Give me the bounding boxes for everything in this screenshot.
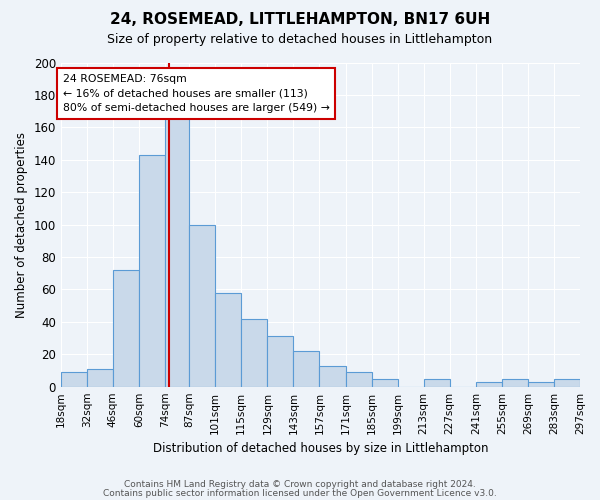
Bar	[165, 114, 189, 386]
Bar	[189, 224, 215, 386]
Bar	[502, 378, 528, 386]
Text: Contains public sector information licensed under the Open Government Licence v3: Contains public sector information licen…	[103, 489, 497, 498]
X-axis label: Distribution of detached houses by size in Littlehampton: Distribution of detached houses by size …	[152, 442, 488, 455]
Text: 24, ROSEMEAD, LITTLEHAMPTON, BN17 6UH: 24, ROSEMEAD, LITTLEHAMPTON, BN17 6UH	[110, 12, 490, 28]
Bar	[554, 378, 580, 386]
Bar	[476, 382, 502, 386]
Bar	[528, 382, 554, 386]
Bar	[268, 336, 293, 386]
Text: Size of property relative to detached houses in Littlehampton: Size of property relative to detached ho…	[107, 32, 493, 46]
Bar	[241, 318, 268, 386]
Bar	[424, 378, 450, 386]
Bar	[371, 378, 398, 386]
Bar	[346, 372, 371, 386]
Y-axis label: Number of detached properties: Number of detached properties	[15, 132, 28, 318]
Bar	[319, 366, 346, 386]
Bar	[215, 292, 241, 386]
Bar	[113, 270, 139, 386]
Bar	[139, 155, 165, 386]
Bar	[293, 351, 319, 386]
Text: 24 ROSEMEAD: 76sqm
← 16% of detached houses are smaller (113)
80% of semi-detach: 24 ROSEMEAD: 76sqm ← 16% of detached hou…	[62, 74, 329, 114]
Bar	[87, 369, 113, 386]
Text: Contains HM Land Registry data © Crown copyright and database right 2024.: Contains HM Land Registry data © Crown c…	[124, 480, 476, 489]
Bar	[61, 372, 87, 386]
